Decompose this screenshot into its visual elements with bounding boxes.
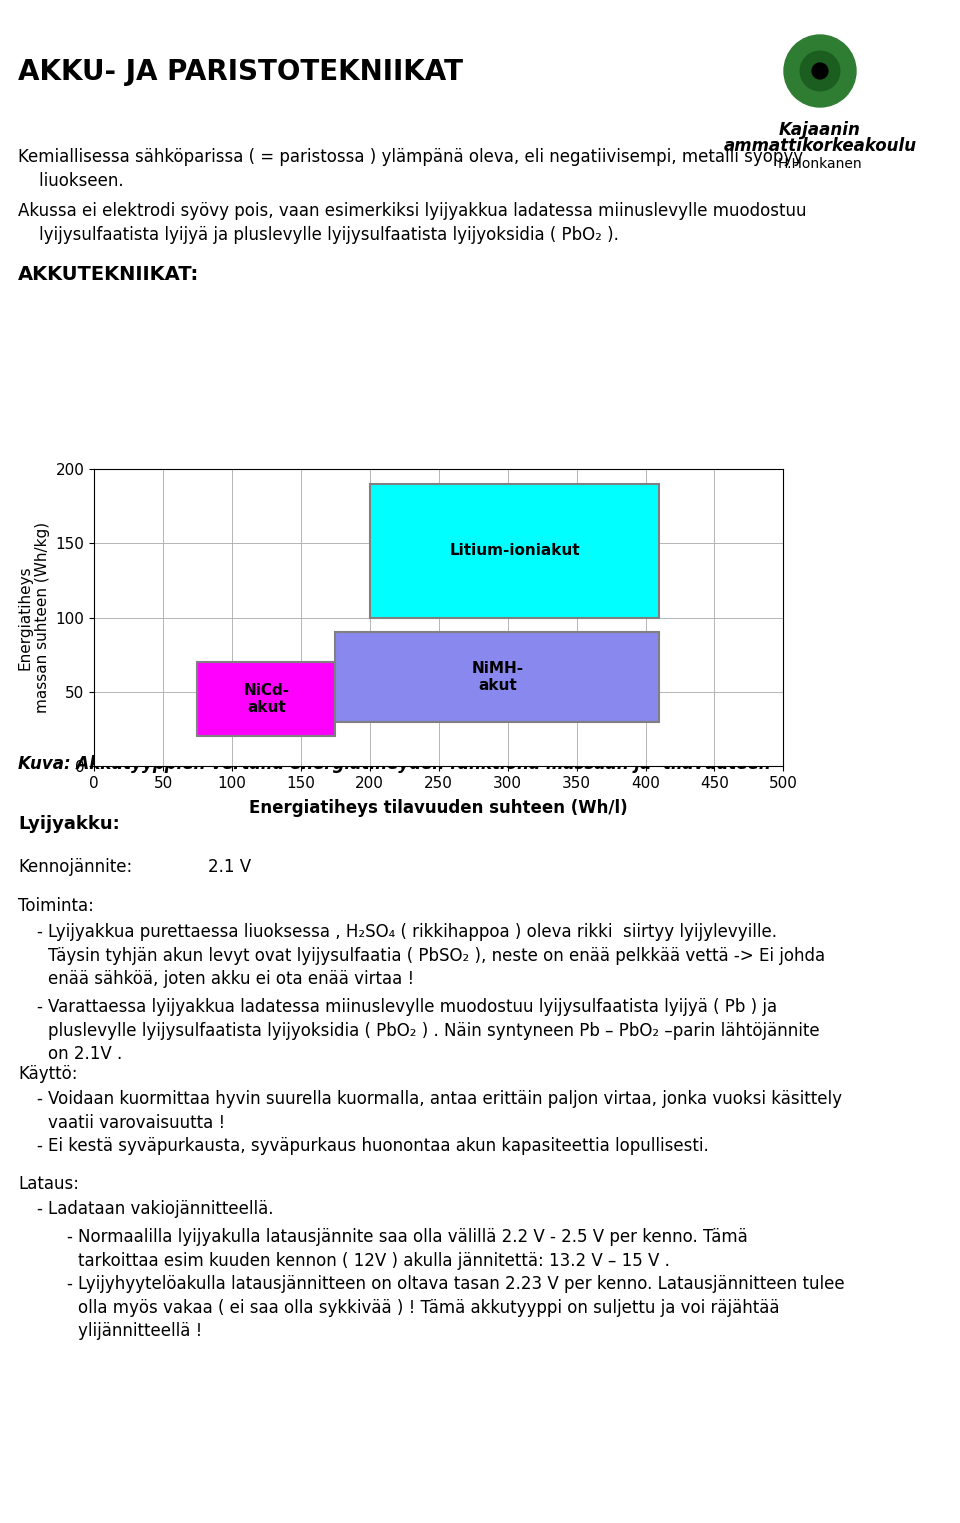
- Text: Ladataan vakiojännitteellä.: Ladataan vakiojännitteellä.: [48, 1200, 274, 1218]
- Bar: [198, 663, 335, 737]
- Text: Ei kestä syväpurkausta, syväpurkaus huonontaa akun kapasiteettia lopullisesti.: Ei kestä syväpurkausta, syväpurkaus huon…: [48, 1138, 708, 1154]
- Text: -: -: [36, 923, 42, 941]
- Text: AKKUTEKNIIKAT:: AKKUTEKNIIKAT:: [18, 265, 200, 283]
- Text: -: -: [66, 1228, 72, 1246]
- Bar: [335, 632, 660, 722]
- Text: Voidaan kuormittaa hyvin suurella kuormalla, antaa erittäin paljon virtaa, jonka: Voidaan kuormittaa hyvin suurella kuorma…: [48, 1090, 842, 1132]
- Text: H.Honkanen: H.Honkanen: [778, 157, 862, 171]
- Text: Kajaanin: Kajaanin: [780, 120, 861, 139]
- X-axis label: Energiatiheys tilavuuden suhteen (Wh/l): Energiatiheys tilavuuden suhteen (Wh/l): [250, 800, 628, 818]
- Text: 2.1 V: 2.1 V: [208, 857, 252, 876]
- Text: -: -: [36, 1138, 42, 1154]
- Text: Lataus:: Lataus:: [18, 1176, 79, 1193]
- Text: Kennojännite:: Kennojännite:: [18, 857, 132, 876]
- Y-axis label: Energiatiheys
massan suhteen (Wh/kg): Energiatiheys massan suhteen (Wh/kg): [17, 522, 50, 713]
- Text: Käyttö:: Käyttö:: [18, 1065, 78, 1083]
- Text: AKKU- JA PARISTOTEKNIIKAT: AKKU- JA PARISTOTEKNIIKAT: [18, 58, 463, 85]
- Circle shape: [784, 35, 856, 107]
- Text: Kuva: Akkutyyppien vertailu energiatiheyden funktiona massaan ja  tilavuuteen: Kuva: Akkutyyppien vertailu energiatihey…: [18, 755, 771, 774]
- Text: Litium-ioniakut: Litium-ioniakut: [449, 544, 580, 559]
- Text: Lyijyhyytelöakulla latausjännitteen on oltava tasan 2.23 V per kenno. Latausjänn: Lyijyhyytelöakulla latausjännitteen on o…: [78, 1275, 845, 1340]
- Text: NiMH-
akut: NiMH- akut: [471, 661, 523, 693]
- Text: Lyijyakku:: Lyijyakku:: [18, 815, 120, 833]
- Text: -: -: [36, 1090, 42, 1109]
- Circle shape: [812, 62, 828, 79]
- Text: -: -: [66, 1275, 72, 1293]
- Text: Lyijyakkua purettaessa liuoksessa , H₂SO₄ ( rikkihappoa ) oleva rikki  siirtyy l: Lyijyakkua purettaessa liuoksessa , H₂SO…: [48, 923, 826, 988]
- Text: ammattikorkeakoulu: ammattikorkeakoulu: [724, 137, 917, 155]
- Text: NiCd-
akut: NiCd- akut: [243, 682, 290, 716]
- Text: Akussa ei elektrodi syövy pois, vaan esimerkiksi lyijyakkua ladatessa miinuslevy: Akussa ei elektrodi syövy pois, vaan esi…: [18, 203, 806, 244]
- Text: -: -: [36, 998, 42, 1016]
- Text: Kemiallisessa sähköparissa ( = paristossa ) ylämpänä oleva, eli negatiivisempi, : Kemiallisessa sähköparissa ( = paristoss…: [18, 148, 804, 189]
- Circle shape: [801, 52, 840, 91]
- Bar: [370, 484, 660, 618]
- Text: Varattaessa lyijyakkua ladatessa miinuslevylle muodostuu lyijysulfaatista lyijyä: Varattaessa lyijyakkua ladatessa miinusl…: [48, 998, 820, 1063]
- Text: Normaalilla lyijyakulla latausjännite saa olla välillä 2.2 V - 2.5 V per kenno. : Normaalilla lyijyakulla latausjännite sa…: [78, 1228, 748, 1270]
- Text: Toiminta:: Toiminta:: [18, 897, 94, 915]
- Text: -: -: [36, 1200, 42, 1218]
